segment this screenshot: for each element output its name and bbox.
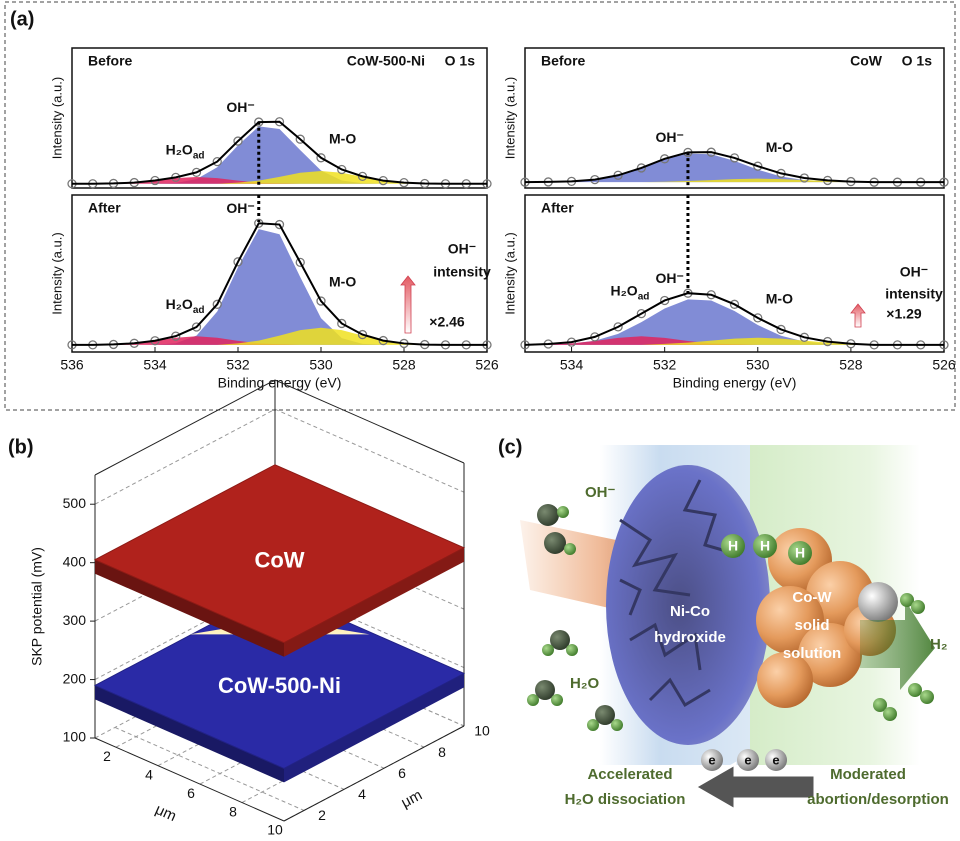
component-label: M-O [329, 274, 356, 290]
label-part: H₂O [610, 282, 637, 298]
molecule [537, 504, 569, 526]
caption: H₂O dissociation [565, 791, 686, 808]
component-label: M-O [766, 291, 793, 307]
x-tick-label: 528 [839, 357, 863, 373]
sample-label: CoW [850, 53, 883, 69]
caption: abortion/desorption [807, 791, 949, 808]
panel-title: Before [88, 53, 133, 69]
y-axis-label: Intensity (a.u.) [502, 232, 517, 314]
component-label: M-O [329, 130, 356, 146]
species-label: H₂O [570, 675, 599, 692]
annotation: intensity [885, 286, 943, 302]
panel-title: After [541, 200, 574, 216]
x-tick-label: 10 [267, 822, 283, 838]
x-tick-label: 526 [475, 357, 499, 373]
x-tick-label: 532 [226, 357, 250, 373]
component-label: M-O [766, 139, 793, 155]
caption: Accelerated [587, 766, 672, 783]
component-label: OH⁻ [226, 99, 254, 115]
h-label: H [728, 538, 738, 554]
x-tick-label: 2 [103, 748, 111, 764]
xps-panel: After Intensity (a.u.) 536 534 532 530 528 526 B… [49, 195, 498, 391]
surface-label: CoW-500-Ni [218, 673, 341, 698]
caption: Moderated [830, 766, 906, 783]
molecule [527, 680, 563, 706]
x-tick-label: 526 [932, 357, 956, 373]
panel-title: Before [541, 53, 586, 69]
annotation: OH⁻ [448, 241, 476, 257]
electron-label: e [708, 752, 715, 767]
material-label: Co-W [792, 589, 832, 606]
species-label: H₂ [930, 636, 948, 653]
y-axis-label: μm [398, 787, 425, 812]
y-tick-label: 6 [398, 765, 406, 781]
panel-label: (a) [10, 8, 34, 30]
electron-label: e [744, 752, 751, 767]
xps-panel: After Intensity (a.u.) 534 532 530 528 526 Bind… [502, 195, 955, 391]
x-tick-label: 6 [187, 785, 195, 801]
x-tick-label: 534 [143, 357, 167, 373]
panel-title: After [88, 200, 121, 216]
z-tick-label: 200 [63, 670, 87, 686]
material-label: solid [794, 617, 829, 634]
surface-label: CoW [254, 548, 304, 573]
box-edge [95, 380, 275, 475]
h-label: H [760, 538, 770, 554]
figure: (a) (b) (c) H H H OH⁻ H₂O H₂ Ni-Co hydro… [0, 0, 960, 841]
h-label: H [795, 545, 805, 561]
x-tick-label: 530 [746, 357, 770, 373]
mechanism-diagram: H H H OH⁻ H₂O H₂ Ni-Co hydroxide Co-W so… [520, 445, 949, 810]
x-tick-label: 530 [309, 357, 333, 373]
label-part: ad [638, 291, 650, 302]
x-axis-label: Binding energy (eV) [218, 375, 342, 391]
x-tick-label: 8 [229, 803, 237, 819]
intensity-factor: ×2.46 [429, 314, 465, 330]
z-tick-label: 400 [63, 553, 87, 569]
x-axis-label: μm [153, 801, 179, 825]
y-tick-label: 2 [318, 807, 326, 823]
region-label: O 1s [445, 53, 476, 69]
atom [858, 582, 898, 622]
label-part: ad [193, 150, 205, 161]
label-part: ad [193, 305, 205, 316]
material-label: hydroxide [654, 629, 726, 646]
x-tick-label: 536 [60, 357, 84, 373]
x-tick-label: 4 [145, 766, 153, 782]
panel-label: (c) [498, 436, 522, 458]
xps-panel: Before CoW O 1s Intensity (a.u.) OH⁻ M-O [502, 48, 948, 188]
y-axis-label: Intensity (a.u.) [502, 77, 517, 159]
z-tick-label: 300 [63, 612, 87, 628]
z-tick-label: 100 [63, 729, 87, 745]
x-tick-label: 532 [653, 357, 677, 373]
x-tick-label: 534 [560, 357, 584, 373]
z-axis-label: SKP potential (mV) [29, 547, 45, 666]
component-label: OH⁻ [656, 270, 684, 286]
molecule [542, 630, 578, 656]
y-axis-label: Intensity (a.u.) [49, 232, 64, 314]
xps-panel: Before CoW-500-Ni O 1s Intensity (a.u.) OH⁻ H… [49, 48, 491, 188]
intensity-factor: ×1.29 [886, 306, 922, 322]
y-tick-label: 4 [358, 786, 366, 802]
annotation: intensity [433, 264, 491, 280]
y-tick-label: 8 [438, 744, 446, 760]
annotation: OH⁻ [900, 264, 928, 280]
sample-label: CoW-500-Ni [347, 53, 425, 69]
x-tick-label: 528 [392, 357, 416, 373]
electron-label: e [772, 752, 779, 767]
material-label: Ni-Co [670, 603, 710, 620]
skp-3d-plot: 100 200 300 400 500 2 4 6 8 10 2 4 6 8 10 SKP potential… [29, 380, 490, 838]
species-label: OH⁻ [585, 484, 616, 501]
label-part: H₂O [166, 141, 193, 157]
x-axis-label: Binding energy (eV) [673, 375, 797, 391]
y-axis-label: Intensity (a.u.) [49, 77, 64, 159]
component-label: OH⁻ [656, 129, 684, 145]
z-tick-label: 500 [63, 495, 87, 511]
material-label: solution [783, 645, 841, 662]
y-tick-label: 10 [474, 723, 490, 739]
label-part: H₂O [166, 296, 193, 312]
component-label: OH⁻ [226, 200, 254, 216]
panel-label: (b) [8, 436, 34, 458]
region-label: O 1s [902, 53, 933, 69]
